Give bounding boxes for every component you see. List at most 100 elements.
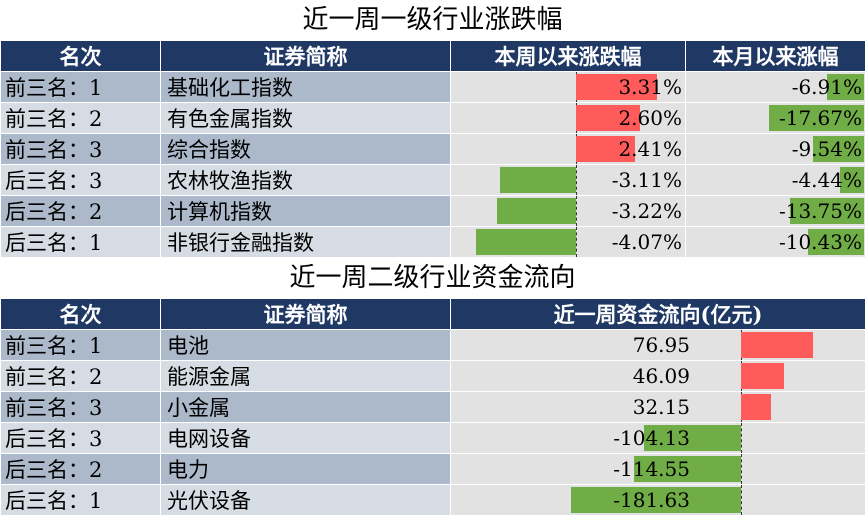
table-row[interactable]: 后三名：3 电网设备 -104.13 [0,422,865,454]
header-rank[interactable]: 名次 [0,40,161,72]
rank-cell: 前三名：3 [0,391,161,423]
week-change-bar [576,136,636,162]
industry-name-cell: 电池 [160,329,451,361]
week-change-cell: 2.60% [450,102,686,134]
header-week-change[interactable]: 本周以来涨跌幅 [450,40,686,72]
week-change-value: -3.11% [611,168,682,192]
week-change-cell: -3.22% [450,195,686,227]
table-row[interactable]: 后三名：1 光伏设备 -181.63 [0,484,865,516]
zero-axis [741,485,742,515]
fund-flow-cell: -104.13 [450,422,865,454]
month-change-bar [812,136,864,162]
month-change-bar [840,167,864,193]
week-change-bar [499,167,576,193]
month-change-value: -9.54% [791,137,862,161]
week-change-value: -4.07% [611,230,682,254]
fund-flow-table: 名次 证券简称 近一周资金流向(亿元) 前三名：1 电池 76.95 前三名：2 能源金… [0,298,865,516]
table-row[interactable]: 前三名：1 电池 76.95 [0,329,865,361]
rank-cell: 前三名：1 [0,71,161,103]
zero-axis [576,227,577,257]
rank-cell: 后三名：3 [0,422,161,454]
table-row[interactable]: 前三名：2 能源金属 46.09 [0,360,865,392]
rank-cell: 后三名：2 [0,453,161,485]
header-rank[interactable]: 名次 [0,298,161,330]
header-fund-flow[interactable]: 近一周资金流向(亿元) [450,298,865,330]
table2-title: 近一周二级行业资金流向 [289,263,576,293]
month-change-bar [769,105,864,131]
fund-flow-cell: 46.09 [450,360,865,392]
month-change-cell: -17.67% [685,102,865,134]
industry-name-cell: 电力 [160,453,451,485]
table-row[interactable]: 后三名：2 电力 -114.55 [0,453,865,485]
rank-cell: 后三名：1 [0,484,161,516]
fund-flow-value: -114.55 [613,457,690,481]
fund-flow-value: 76.95 [632,333,690,357]
fund-flow-cell: 76.95 [450,329,865,361]
month-change-bar [826,74,864,100]
week-change-value: 3.31% [618,75,682,99]
fund-flow-value: 32.15 [632,395,690,419]
industry-name-cell: 光伏设备 [160,484,451,516]
table-row[interactable]: 前三名：3 综合指数 2.41% -9.54% [0,133,865,165]
week-change-value: 2.41% [618,137,682,161]
fund-flow-bar [741,394,772,420]
week-change-bar [476,229,576,255]
week-change-value: 2.60% [618,106,682,130]
fund-flow-cell: 32.15 [450,391,865,423]
month-change-cell: -9.54% [685,133,865,165]
week-change-bar [496,198,576,224]
fund-flow-value: -181.63 [613,488,690,512]
month-change-value: -10.43% [778,230,862,254]
header-month-change[interactable]: 本月以来涨幅 [685,40,865,72]
zero-axis [576,196,577,226]
week-change-cell: 2.41% [450,133,686,165]
month-change-cell: -6.91% [685,71,865,103]
security-name-cell: 农林牧渔指数 [160,164,451,196]
industry-name-cell: 小金属 [160,391,451,423]
fund-flow-bar [643,425,741,451]
table-row[interactable]: 前三名：3 小金属 32.15 [0,391,865,423]
table-row[interactable]: 后三名：2 计算机指数 -3.22% -13.75% [0,195,865,227]
table-row[interactable]: 后三名：3 农林牧渔指数 -3.11% -4.44% [0,164,865,196]
fund-flow-cell: -181.63 [450,484,865,516]
fund-flow-value: 46.09 [632,364,690,388]
header-name[interactable]: 证券简称 [160,40,451,72]
month-change-bar [790,198,864,224]
industry-name-cell: 电网设备 [160,422,451,454]
table-row[interactable]: 后三名：1 非银行金融指数 -4.07% -10.43% [0,226,865,258]
security-name-cell: 基础化工指数 [160,71,451,103]
security-name-cell: 计算机指数 [160,195,451,227]
month-change-value: -17.67% [778,106,862,130]
month-change-value: -4.44% [791,168,862,192]
table-row[interactable]: 前三名：2 有色金属指数 2.60% -17.67% [0,102,865,134]
industry-change-table: 名次 证券简称 本周以来涨跌幅 本月以来涨幅 前三名：1 基础化工指数 3.31% -… [0,40,865,258]
rank-cell: 后三名：1 [0,226,161,258]
week-change-bar [576,74,658,100]
rank-cell: 前三名：1 [0,329,161,361]
week-change-value: -3.22% [611,199,682,223]
fund-flow-value: -104.13 [613,426,690,450]
fund-flow-bar [571,487,741,513]
rank-cell: 后三名：3 [0,164,161,196]
fund-flow-cell: -114.55 [450,453,865,485]
week-change-cell: -3.11% [450,164,686,196]
industry-name-cell: 能源金属 [160,360,451,392]
month-change-bar [807,229,864,255]
fund-flow-bar [633,456,741,482]
fund-flow-bar [741,363,785,389]
month-change-value: -13.75% [778,199,862,223]
week-change-bar [576,105,640,131]
zero-axis [741,454,742,484]
rank-cell: 前三名：2 [0,102,161,134]
rank-cell: 前三名：3 [0,133,161,165]
month-change-value: -6.91% [791,75,862,99]
month-change-cell: -10.43% [685,226,865,258]
header-name[interactable]: 证券简称 [160,298,451,330]
security-name-cell: 有色金属指数 [160,102,451,134]
month-change-cell: -4.44% [685,164,865,196]
table-row[interactable]: 前三名：1 基础化工指数 3.31% -6.91% [0,71,865,103]
security-name-cell: 非银行金融指数 [160,226,451,258]
week-change-cell: 3.31% [450,71,686,103]
zero-axis [576,165,577,195]
month-change-cell: -13.75% [685,195,865,227]
